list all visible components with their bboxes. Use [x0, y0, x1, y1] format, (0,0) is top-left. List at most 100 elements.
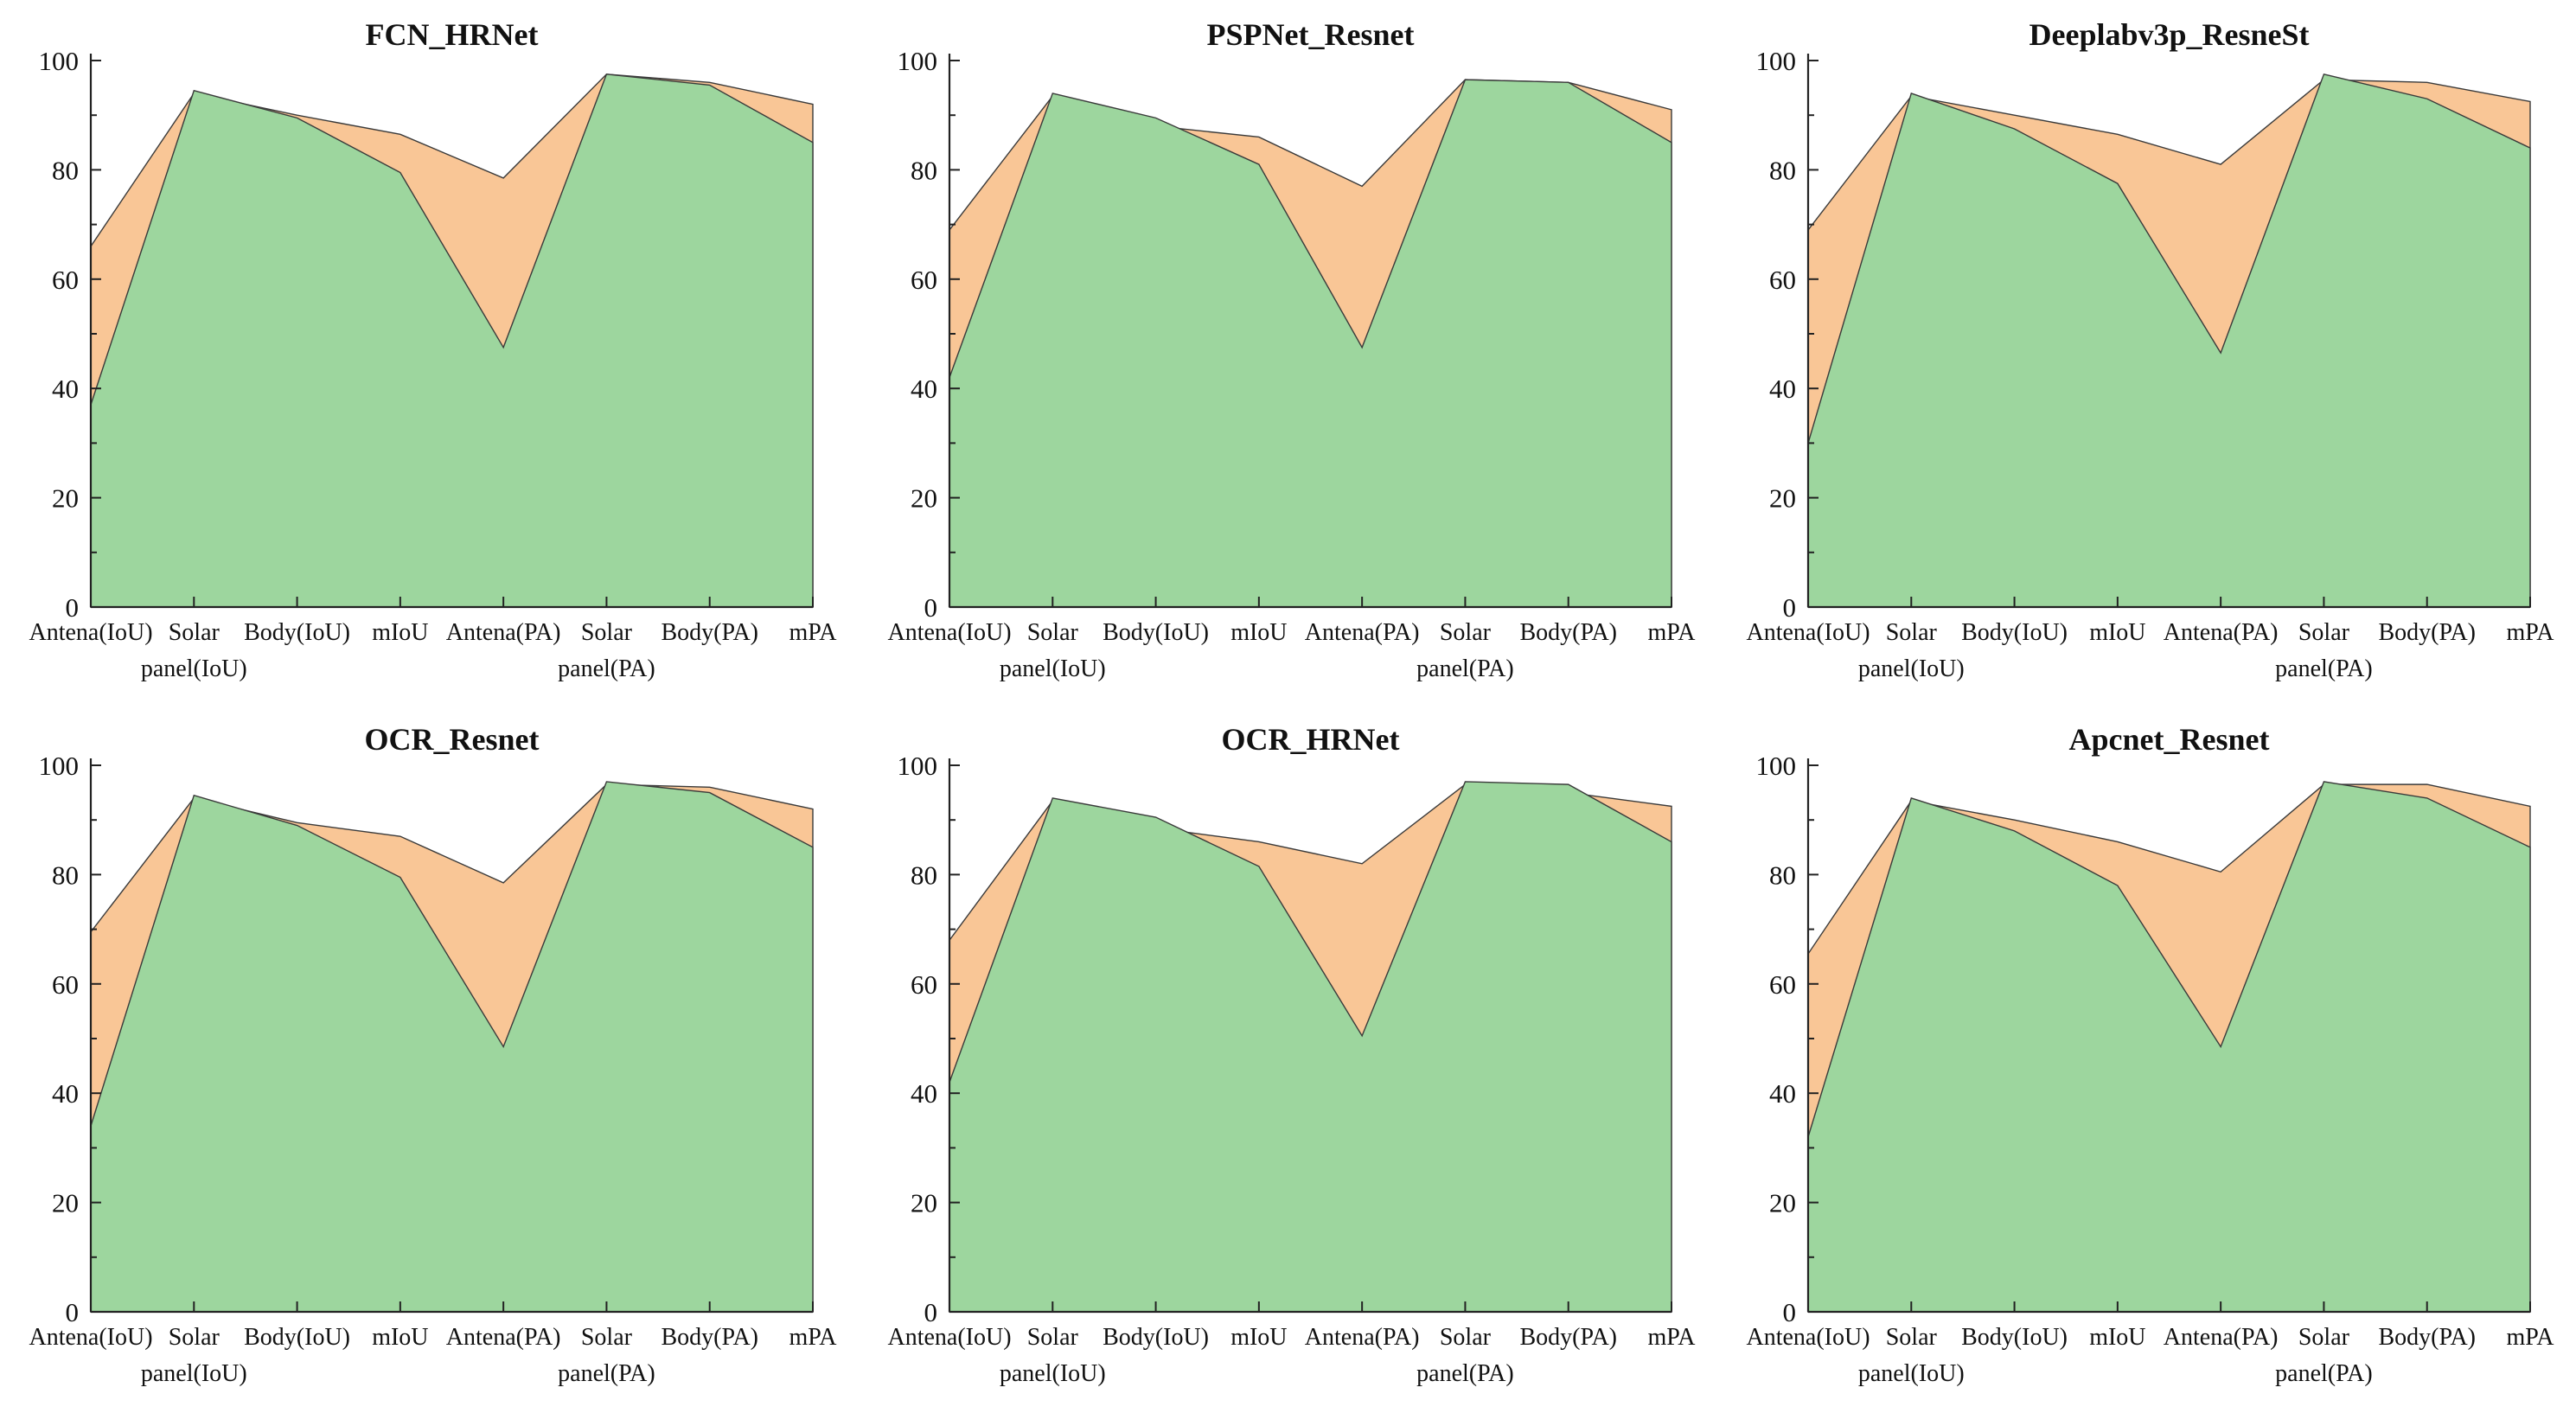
chart-title: PSPNet_Resnet — [1207, 17, 1415, 52]
x-tick-label: Antena(IoU) — [1746, 1324, 1870, 1351]
y-tick-label: 60 — [1769, 265, 1796, 295]
x-tick-label: Body(IoU) — [1103, 619, 1209, 646]
x-tick-label: Antena(PA) — [2164, 619, 2279, 646]
y-tick-label: 20 — [911, 1188, 937, 1218]
y-tick-label: 20 — [52, 1188, 79, 1218]
x-tick-label: mPA — [1647, 619, 1696, 646]
x-tick-label: Solar panel(IoU) — [1000, 619, 1106, 682]
x-tick-label: Antena(PA) — [2164, 1324, 2279, 1351]
y-tick-label: 100 — [39, 751, 80, 781]
x-tick-label: mIoU — [372, 619, 428, 646]
y-tick-label: 0 — [924, 1297, 938, 1327]
x-tick-label: Body(PA) — [2378, 1324, 2476, 1351]
x-tick-label: Solar panel(PA) — [1416, 1324, 1514, 1387]
x-tick-label: Solar panel(IoU) — [1858, 619, 1965, 682]
chart-title: OCR_Resnet — [365, 722, 540, 757]
x-tick-label: mPA — [1647, 1324, 1696, 1351]
x-tick-label: mIoU — [1230, 1324, 1287, 1351]
y-tick-label: 60 — [911, 969, 937, 1000]
y-tick-label: 0 — [1783, 1297, 1797, 1327]
x-tick-label: Body(PA) — [661, 1324, 758, 1351]
x-tick-label: Antena(PA) — [1305, 1324, 1420, 1351]
y-tick-label: 20 — [1769, 483, 1796, 514]
x-tick-label: Antena(IoU) — [887, 1324, 1011, 1351]
chart-title: FCN_HRNet — [366, 17, 539, 52]
y-tick-label: 60 — [1769, 969, 1796, 1000]
x-tick-label: Antena(PA) — [1305, 619, 1420, 646]
y-tick-label: 100 — [898, 751, 938, 781]
x-tick-label: Solar panel(IoU) — [1858, 1324, 1965, 1387]
y-tick-label: 80 — [1769, 155, 1796, 185]
x-tick-label: Antena(IoU) — [887, 619, 1011, 646]
x-tick-label: Body(PA) — [1519, 1324, 1617, 1351]
x-tick-label: Body(PA) — [1519, 619, 1617, 646]
x-tick-label: Solar panel(PA) — [558, 1324, 655, 1387]
x-tick-label: Antena(PA) — [446, 619, 561, 646]
x-tick-label: mPA — [2506, 619, 2554, 646]
chart-title: Deeplabv3p_ResneSt — [2029, 17, 2309, 52]
series-area-b — [949, 781, 1672, 1313]
chart-panel-4: OCR_Resnet 0 20 40 60 80 100 Antena(IoU) Solar pa… — [0, 705, 859, 1409]
series-area-b — [90, 74, 814, 608]
x-tick-label: Solar panel(PA) — [2275, 619, 2373, 682]
y-tick-label: 0 — [66, 592, 80, 623]
y-tick-label: 0 — [1783, 592, 1797, 623]
y-tick-label: 0 — [66, 1297, 80, 1327]
chart-panel-5: OCR_HRNet 0 20 40 60 80 100 Antena(IoU) Solar pan… — [859, 705, 1717, 1409]
x-tick-label: mIoU — [372, 1324, 428, 1351]
x-tick-label: Antena(IoU) — [29, 619, 152, 646]
y-tick-label: 20 — [52, 483, 79, 514]
chart-panel-2: PSPNet_Resnet 0 20 40 60 80 100 Antena(IoU) Sola… — [859, 0, 1717, 704]
y-tick-label: 20 — [1769, 1188, 1796, 1218]
x-tick-label: Body(PA) — [661, 619, 758, 646]
x-tick-label: Antena(PA) — [446, 1324, 561, 1351]
chart-svg: Deeplabv3p_ResneSt 0 20 40 60 80 100 Antena(IoU… — [1746, 17, 2554, 682]
chart-panel-1: FCN_HRNet 0 20 40 60 80 100 Antena(IoU) Solar pan… — [0, 0, 859, 704]
x-tick-label: mPA — [789, 1324, 837, 1351]
y-tick-label: 40 — [1769, 1078, 1796, 1109]
y-tick-label: 100 — [898, 46, 938, 76]
x-tick-label: Solar panel(IoU) — [141, 619, 247, 682]
y-tick-label: 100 — [1756, 46, 1797, 76]
y-tick-label: 40 — [52, 374, 79, 404]
x-tick-label: mPA — [2506, 1324, 2554, 1351]
series-area-b — [949, 79, 1672, 608]
x-tick-label: mIoU — [2089, 619, 2145, 646]
x-tick-label: Body(IoU) — [1961, 1324, 2068, 1351]
series-area-b — [90, 781, 814, 1313]
y-tick-label: 80 — [52, 860, 79, 890]
y-tick-label: 60 — [52, 265, 79, 295]
x-tick-label: Body(IoU) — [1103, 1324, 1209, 1351]
y-tick-label: 20 — [911, 483, 937, 514]
x-tick-label: Body(PA) — [2378, 619, 2476, 646]
y-tick-label: 80 — [52, 155, 79, 185]
x-tick-label: mPA — [789, 619, 837, 646]
y-tick-label: 80 — [911, 155, 937, 185]
x-tick-label: Solar panel(PA) — [1416, 619, 1514, 682]
chart-panel-3: Deeplabv3p_ResneSt 0 20 40 60 80 100 Antena(IoU… — [1717, 0, 2576, 704]
x-tick-label: mIoU — [2089, 1324, 2145, 1351]
x-tick-label: Solar panel(PA) — [558, 619, 655, 682]
y-tick-label: 80 — [1769, 860, 1796, 890]
y-tick-label: 100 — [1756, 751, 1797, 781]
y-tick-label: 100 — [39, 46, 80, 76]
x-tick-label: Solar panel(PA) — [2275, 1324, 2373, 1387]
y-tick-label: 40 — [911, 1078, 937, 1109]
y-tick-label: 60 — [52, 969, 79, 1000]
x-tick-label: Solar panel(IoU) — [141, 1324, 247, 1387]
y-tick-label: 0 — [924, 592, 938, 623]
y-tick-label: 40 — [52, 1078, 79, 1109]
y-tick-label: 80 — [911, 860, 937, 890]
y-tick-label: 40 — [911, 374, 937, 404]
y-tick-label: 40 — [1769, 374, 1796, 404]
x-tick-label: mIoU — [1230, 619, 1287, 646]
x-tick-label: Body(IoU) — [244, 1324, 350, 1351]
x-tick-label: Antena(IoU) — [29, 1324, 152, 1351]
series-area-b — [1807, 73, 2531, 608]
chart-panel-6: Apcnet_Resnet 0 20 40 60 80 100 Antena(IoU) Sola… — [1717, 705, 2576, 1409]
